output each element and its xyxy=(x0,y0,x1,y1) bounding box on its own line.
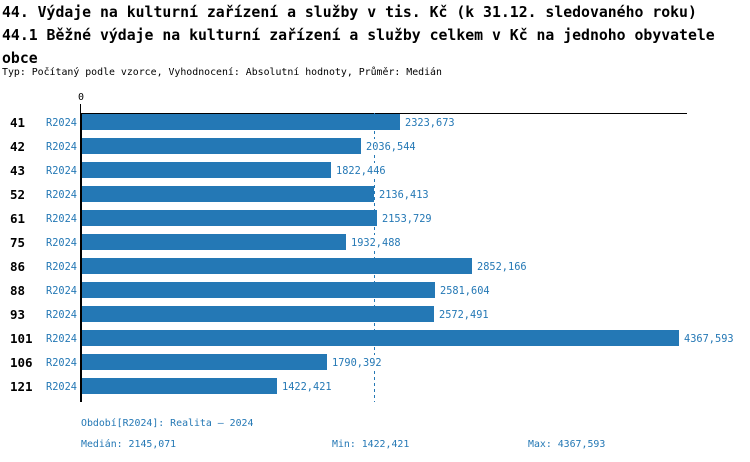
row-category-label: 52 xyxy=(10,187,26,202)
min-stat: Min: 1422,421 xyxy=(332,439,410,450)
row-series-label: R2024 xyxy=(46,381,77,393)
bar xyxy=(82,282,435,298)
row-series-label: R2024 xyxy=(46,309,77,321)
bar xyxy=(82,330,679,346)
bar-value-label: 2572,491 xyxy=(438,307,490,323)
max-stat: Max: 4367,593 xyxy=(528,439,606,450)
row-category-label: 101 xyxy=(10,331,33,346)
row-series-label: R2024 xyxy=(46,357,77,369)
bar-value-label: 1822,446 xyxy=(335,163,387,179)
row-series-label: R2024 xyxy=(46,237,77,249)
bar xyxy=(82,234,346,250)
bar-value-label: 4367,593 xyxy=(683,331,735,347)
period-caption: Období[R2024]: Realita – 2024 xyxy=(81,418,254,429)
x-axis-line xyxy=(80,113,687,114)
bar xyxy=(82,354,327,370)
row-series-label: R2024 xyxy=(46,165,77,177)
bar-value-label: 2852,166 xyxy=(476,259,528,275)
row-series-label: R2024 xyxy=(46,189,77,201)
row-category-label: 41 xyxy=(10,115,26,130)
row-category-label: 43 xyxy=(10,163,26,178)
bar-value-label: 1422,421 xyxy=(281,379,333,395)
bar xyxy=(82,258,472,274)
report-title-line-3: obce xyxy=(2,50,38,67)
bar xyxy=(82,210,377,226)
x-axis-zero-tick-label: 0 xyxy=(77,92,85,103)
bar-value-label: 2036,544 xyxy=(365,139,417,155)
row-category-label: 88 xyxy=(10,283,26,298)
row-series-label: R2024 xyxy=(46,213,77,225)
bar xyxy=(82,162,331,178)
report-title-line-1: 44. Výdaje na kulturní zařízení a služby… xyxy=(2,4,697,21)
row-category-label: 75 xyxy=(10,235,26,250)
row-category-label: 61 xyxy=(10,211,26,226)
report-title-line-2: 44.1 Běžné výdaje na kulturní zařízení a… xyxy=(2,27,715,44)
bar xyxy=(82,114,400,130)
report-subtitle: Typ: Počítaný podle vzorce, Vyhodnocení:… xyxy=(2,67,442,78)
bar-value-label: 2136,413 xyxy=(378,187,430,203)
row-category-label: 121 xyxy=(10,379,33,394)
x-axis-zero-tick-mark xyxy=(80,104,81,113)
row-category-label: 86 xyxy=(10,259,26,274)
row-category-label: 106 xyxy=(10,355,33,370)
bar xyxy=(82,306,434,322)
row-series-label: R2024 xyxy=(46,261,77,273)
bar-value-label: 2153,729 xyxy=(381,211,433,227)
bar xyxy=(82,378,277,394)
median-reference-line xyxy=(374,113,375,402)
median-stat: Medián: 2145,071 xyxy=(81,439,177,450)
y-axis-line xyxy=(80,113,82,402)
row-series-label: R2024 xyxy=(46,333,77,345)
row-category-label: 42 xyxy=(10,139,26,154)
row-series-label: R2024 xyxy=(46,141,77,153)
bar-value-label: 1790,392 xyxy=(331,355,383,371)
bar xyxy=(82,138,361,154)
row-category-label: 93 xyxy=(10,307,26,322)
row-series-label: R2024 xyxy=(46,285,77,297)
bar-value-label: 2323,673 xyxy=(404,115,456,131)
bar-value-label: 2581,604 xyxy=(439,283,491,299)
bar-value-label: 1932,488 xyxy=(350,235,402,251)
row-series-label: R2024 xyxy=(46,117,77,129)
bar xyxy=(82,186,374,202)
